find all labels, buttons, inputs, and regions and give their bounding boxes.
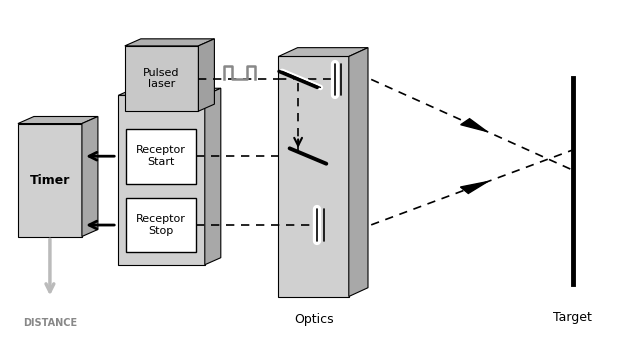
Text: Pulsed
laser: Pulsed laser: [143, 68, 180, 89]
Polygon shape: [460, 181, 488, 193]
Polygon shape: [278, 48, 368, 56]
Polygon shape: [461, 119, 487, 132]
Bar: [125, 46, 198, 111]
Polygon shape: [118, 88, 221, 95]
Polygon shape: [82, 116, 98, 237]
Bar: [126, 129, 196, 184]
Text: Target: Target: [554, 311, 592, 324]
Polygon shape: [18, 116, 98, 124]
Polygon shape: [125, 39, 214, 46]
Text: Optics: Optics: [294, 313, 333, 326]
Text: Timer: Timer: [29, 174, 70, 186]
Bar: [118, 95, 205, 265]
Text: Receptor
Start: Receptor Start: [136, 145, 186, 167]
Polygon shape: [205, 88, 221, 265]
Bar: [126, 198, 196, 252]
Bar: [18, 124, 82, 237]
Bar: [278, 56, 349, 297]
Polygon shape: [198, 39, 214, 111]
Polygon shape: [349, 48, 368, 297]
Text: DISTANCE: DISTANCE: [23, 318, 77, 328]
Text: Receptor
Stop: Receptor Stop: [136, 214, 186, 236]
